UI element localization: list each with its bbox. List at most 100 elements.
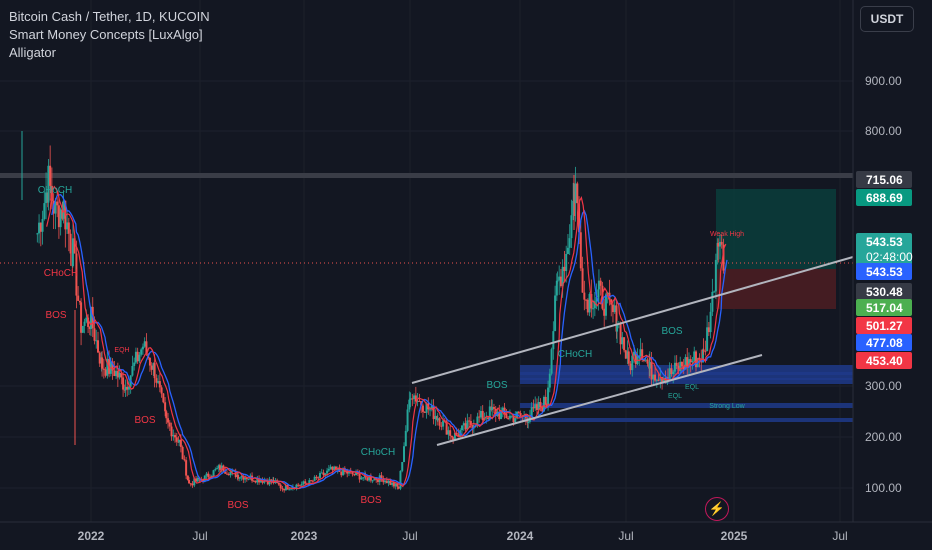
candle-body	[193, 478, 196, 486]
candle-body	[252, 480, 255, 482]
indicator-smc[interactable]: Smart Money Concepts [LuxAlgo]	[9, 27, 203, 42]
candle-body	[334, 466, 337, 470]
candle-body	[505, 413, 508, 419]
countdown-label: 02:48:00	[866, 250, 913, 264]
candle-body	[479, 410, 482, 418]
candle-body	[369, 476, 372, 481]
candle-body	[97, 340, 100, 353]
candle-body	[510, 415, 513, 417]
candle-body	[662, 378, 665, 382]
candle-body	[385, 480, 388, 484]
time-tick-label: Jul	[402, 529, 417, 543]
candle-body	[387, 480, 390, 484]
candle-body	[57, 205, 60, 228]
candle-body	[217, 465, 220, 469]
candle-body	[650, 361, 653, 380]
candle-body	[133, 362, 136, 367]
candle-body	[188, 480, 191, 484]
candle-body	[491, 407, 494, 411]
candle-body	[150, 365, 153, 370]
candle-body	[340, 471, 343, 476]
candle-body	[102, 368, 105, 370]
candle-body	[686, 357, 689, 368]
candle-body	[691, 360, 694, 363]
candle-body	[481, 410, 484, 421]
candle-body	[588, 293, 591, 313]
candle-body	[41, 218, 44, 232]
candle-body	[519, 413, 522, 417]
candle-body	[532, 407, 535, 409]
candle-body	[295, 484, 298, 489]
candle-body	[71, 238, 74, 267]
time-tick-label: Jul	[832, 529, 847, 543]
candle-body	[104, 369, 107, 376]
candle-body	[212, 470, 215, 476]
smc-label: BOS	[486, 380, 507, 391]
candle-body	[616, 324, 619, 332]
candle-body	[550, 349, 553, 374]
candle-body	[145, 341, 148, 354]
candle-body	[391, 482, 394, 485]
candle-body	[409, 398, 412, 400]
candle-body	[440, 425, 443, 427]
candle-body	[530, 407, 533, 417]
candle-body	[167, 418, 170, 423]
candle-body	[237, 475, 240, 479]
price-tick-label: 200.00	[865, 430, 902, 444]
price-label-bg	[856, 334, 912, 351]
candle-body	[514, 418, 517, 423]
price-tick-label: 800.00	[865, 124, 902, 138]
candle-body	[626, 351, 629, 359]
candle-body	[672, 371, 675, 375]
lightning-icon[interactable]: ⚡	[705, 497, 729, 521]
candle-body	[403, 446, 406, 463]
candle-body	[401, 462, 404, 471]
candle-body	[39, 222, 42, 232]
candle-body	[183, 459, 186, 461]
candle-body	[304, 481, 307, 484]
candle-body	[116, 371, 119, 378]
candle-body	[485, 417, 488, 419]
candle-body	[165, 411, 168, 419]
indicator-alligator[interactable]: Alligator	[9, 45, 56, 60]
candle-body	[666, 377, 669, 383]
smc-label: CHoCH	[38, 185, 72, 196]
candle-body	[218, 465, 221, 470]
candle-body	[644, 359, 647, 361]
candle-body	[36, 233, 39, 235]
smc-label: EQL	[685, 384, 699, 391]
candle-body	[597, 289, 600, 297]
candle-body	[561, 266, 564, 287]
price-label: 530.48	[866, 285, 903, 299]
candle-body	[168, 422, 171, 427]
currency-button[interactable]: USDT	[860, 6, 914, 32]
candle-body	[613, 305, 616, 313]
candle-body	[654, 374, 657, 381]
candle-body	[453, 432, 456, 441]
candle-body	[492, 407, 495, 409]
candle-body	[438, 418, 441, 426]
time-tick-label: 2022	[78, 529, 105, 543]
candle-body	[157, 381, 160, 383]
candle-body	[164, 402, 167, 412]
candle-body	[488, 406, 491, 419]
candle-body	[329, 466, 332, 469]
candle-body	[122, 377, 125, 390]
candle-body	[380, 475, 383, 479]
smc-zones	[0, 173, 853, 422]
candle-body	[214, 469, 217, 471]
symbol-title[interactable]: Bitcoin Cash / Tether, 1D, KUCOIN	[9, 9, 210, 24]
candle-body	[355, 472, 358, 476]
candle-body	[315, 476, 318, 478]
candle-body	[73, 238, 76, 254]
price-label-bg	[856, 263, 912, 280]
candle-body	[634, 351, 637, 365]
candle-body	[642, 360, 645, 362]
candle-body	[404, 430, 407, 447]
candle-body	[69, 233, 72, 254]
candle-body	[411, 398, 414, 400]
time-axis: 2022 Jul 2023 Jul 2024 Jul 2025 Jul	[0, 521, 932, 543]
candle-body	[455, 432, 458, 435]
price-label: 501.27	[866, 319, 903, 333]
